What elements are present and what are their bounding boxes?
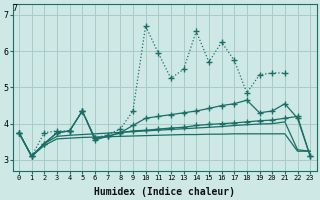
Text: 7: 7 — [12, 4, 18, 13]
X-axis label: Humidex (Indice chaleur): Humidex (Indice chaleur) — [94, 186, 235, 197]
